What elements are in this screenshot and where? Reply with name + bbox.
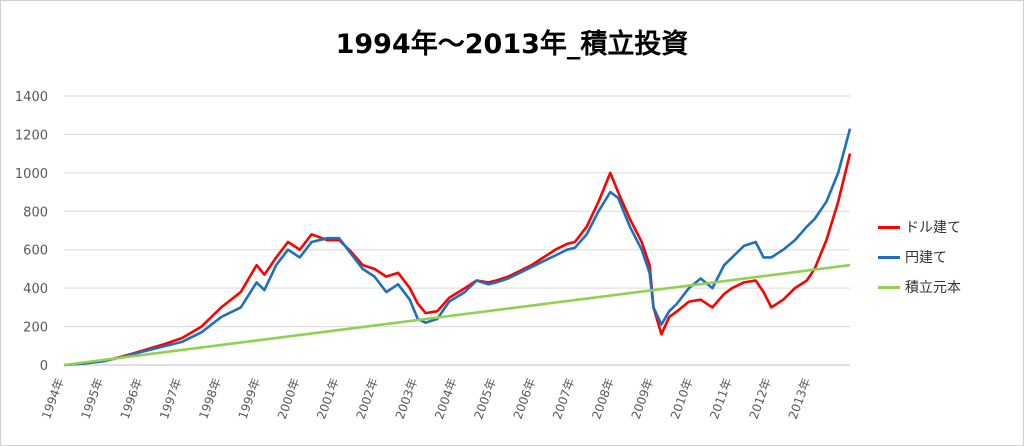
y-tick-label-1000: 1000	[15, 167, 48, 182]
legend-label-principal: 積立元本	[905, 280, 961, 296]
x-tick-label-2000: 2000年	[275, 376, 303, 421]
x-tick-label-2010: 2010年	[668, 376, 696, 421]
legend-item-yen: 円建て	[878, 242, 1018, 272]
legend-label-yen: 円建て	[905, 250, 947, 266]
x-tick-label-2011: 2011年	[707, 376, 735, 421]
legend-swatch-principal	[878, 285, 900, 289]
x-tick-label-1994: 1994年	[39, 376, 67, 421]
x-tick-label-1997: 1997年	[157, 376, 185, 421]
series-line-2	[63, 263, 851, 367]
legend-item-dollar: ドル建て	[878, 212, 1018, 242]
series-line-0	[63, 153, 852, 367]
x-tick-label-1996: 1996年	[118, 376, 146, 421]
y-tick-label-600: 600	[23, 244, 48, 259]
x-tick-label-1999: 1999年	[236, 376, 264, 421]
y-tick-label-1400: 1400	[15, 90, 48, 105]
x-tick-label-1998: 1998年	[196, 376, 224, 421]
legend-label-dollar: ドル建て	[905, 220, 961, 236]
x-tick-label-2012: 2012年	[747, 376, 775, 421]
series-line-1	[63, 128, 852, 367]
legend: ドル建て 円建て 積立元本	[878, 212, 1018, 302]
x-tick-label-2003: 2003年	[393, 376, 421, 421]
chart-title: 1994年～2013年_積立投資	[335, 29, 689, 60]
x-tick-label-2007: 2007年	[550, 376, 578, 421]
x-tick-label-2005: 2005年	[471, 376, 499, 421]
x-tick-label-2009: 2009年	[629, 376, 657, 421]
y-tick-label-0: 0	[40, 359, 48, 374]
x-tick-label-2008: 2008年	[589, 376, 617, 421]
x-tick-label-2001: 2001年	[314, 376, 342, 421]
y-tick-label-200: 200	[23, 321, 48, 336]
x-tick-label-2006: 2006年	[511, 376, 539, 421]
y-tick-label-1200: 1200	[15, 128, 48, 143]
legend-swatch-yen	[878, 255, 900, 259]
legend-item-principal: 積立元本	[878, 272, 1018, 302]
legend-swatch-dollar	[878, 225, 900, 229]
x-tick-label-2013: 2013年	[786, 376, 814, 421]
x-tick-label-2004: 2004年	[432, 376, 460, 421]
x-tick-label-1995: 1995年	[78, 376, 106, 421]
x-tick-label-2002: 2002年	[354, 376, 382, 421]
y-tick-label-800: 800	[23, 205, 48, 220]
y-tick-label-400: 400	[23, 282, 48, 297]
